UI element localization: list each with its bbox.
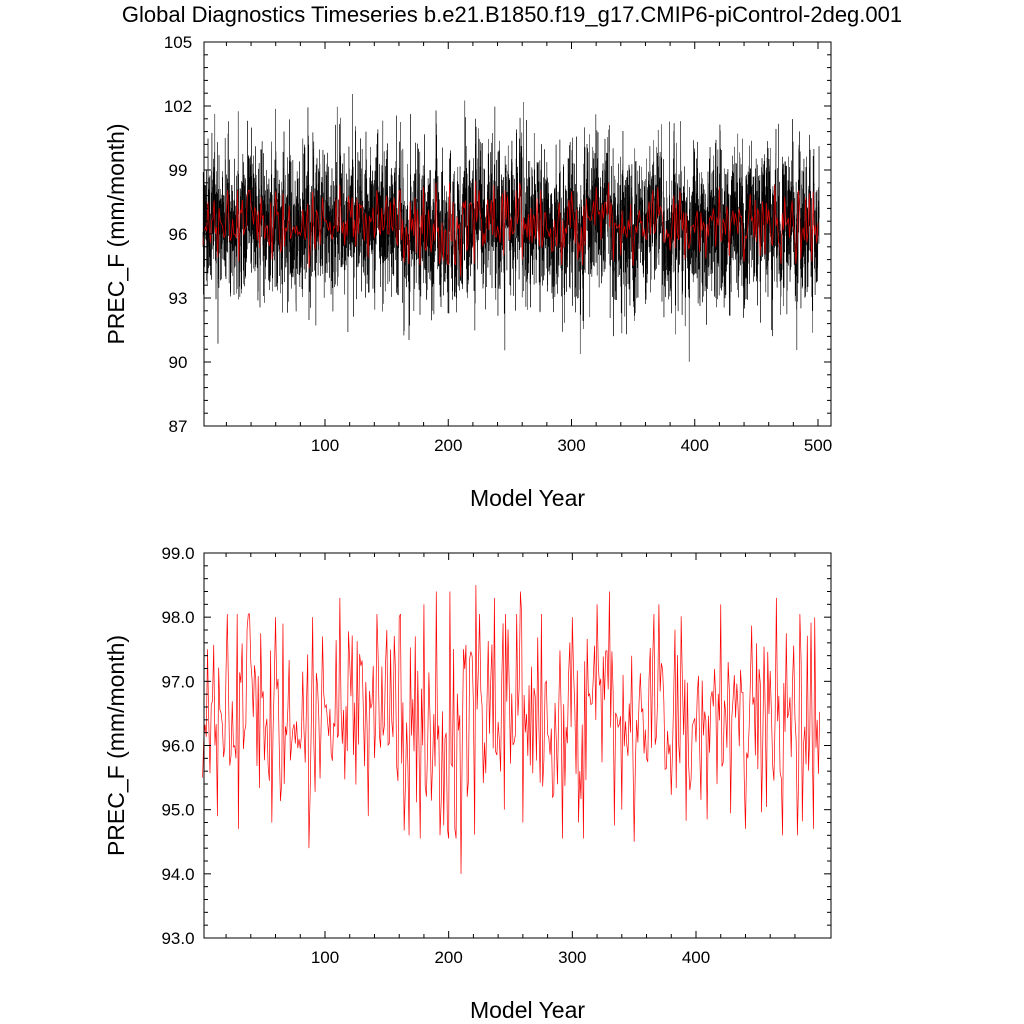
bottom-y-axis-label: PREC_F (mm/month) <box>103 635 129 856</box>
top-x-tick-label: 500 <box>804 436 832 455</box>
bottom-y-tick-label: 99.0 <box>161 544 194 563</box>
bottom-y-tick-label: 94.0 <box>161 865 194 884</box>
top-y-tick-label: 87 <box>169 417 188 436</box>
bottom-y-tick-label: 96.0 <box>161 737 194 756</box>
top-tick-label-layer: 100 200 300 400 500 87 90 93 96 99 102 105 <box>164 33 832 455</box>
annual-series-line-overlay <box>202 180 819 277</box>
bottom-y-tick-label: 97.0 <box>161 672 194 691</box>
top-tick-layer <box>204 41 831 427</box>
top-x-tick-label: 100 <box>311 436 339 455</box>
panel-bottom: 100 200 300 400 93.0 94.0 95.0 96.0 97.0 98.0 99.0… <box>103 544 832 1023</box>
top-y-tick-label: 96 <box>169 225 188 244</box>
bottom-x-tick-label: 400 <box>682 948 710 967</box>
bottom-tick-label-layer: 100 200 300 400 93.0 94.0 95.0 96.0 97.0 98.0 99.0 <box>161 544 710 967</box>
top-x-tick-label: 300 <box>557 436 585 455</box>
bottom-x-tick-label: 100 <box>311 948 339 967</box>
top-series-layer <box>202 94 820 362</box>
top-x-axis-label: Model Year <box>470 485 585 511</box>
top-y-axis-label: PREC_F (mm/month) <box>103 123 129 344</box>
bottom-series-layer <box>202 585 821 874</box>
top-y-tick-label: 93 <box>169 289 188 308</box>
top-y-tick-label: 102 <box>164 97 192 116</box>
panel-top: 100 200 300 400 500 87 90 93 96 99 102 105 Model Ye… <box>103 33 832 511</box>
monthly-series-line <box>202 94 820 362</box>
bottom-x-axis-label: Model Year <box>470 997 585 1023</box>
top-x-tick-label: 200 <box>434 436 462 455</box>
bottom-tick-layer <box>204 552 831 939</box>
top-plot-frame <box>203 41 832 427</box>
bottom-y-tick-label: 98.0 <box>161 608 194 627</box>
bottom-x-tick-label: 300 <box>558 948 586 967</box>
bottom-x-tick-label: 200 <box>434 948 462 967</box>
bottom-y-tick-label: 95.0 <box>161 801 194 820</box>
bottom-plot-frame <box>203 552 832 939</box>
top-y-tick-label: 99 <box>169 161 188 180</box>
bottom-y-tick-label: 93.0 <box>161 929 194 948</box>
top-y-tick-label: 105 <box>164 33 192 52</box>
chart-title: Global Diagnostics Timeseries b.e21.B185… <box>122 2 902 27</box>
top-x-tick-label: 400 <box>681 436 709 455</box>
top-y-tick-label: 90 <box>169 353 188 372</box>
annual-series-line <box>202 585 821 874</box>
